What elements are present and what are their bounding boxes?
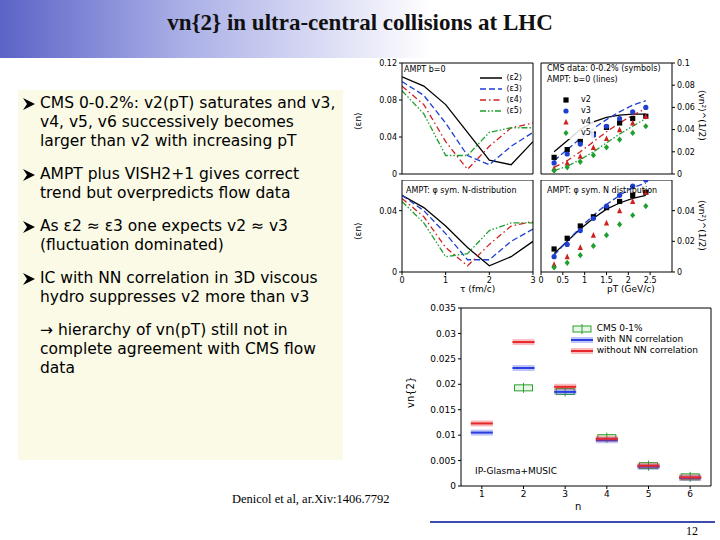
svg-text:0.01: 0.01 (436, 430, 456, 440)
svg-text:0.02: 0.02 (677, 148, 695, 157)
html-text:⟨ε3⟩: ⟨ε3⟩ (506, 84, 522, 93)
html-text:v2: v2 (581, 95, 591, 104)
svg-text:0.1: 0.1 (677, 59, 690, 68)
html-text:12: 12 (686, 524, 698, 538)
svg-text:0.5: 0.5 (556, 276, 569, 285)
svg-text:0.04: 0.04 (379, 133, 397, 142)
html-text:Denicol et al, ar.Xiv:1406.779: Denicol et al, ar.Xiv:1406.7792 (232, 492, 390, 506)
html-text:AMPT b=0: AMPT b=0 (404, 65, 446, 74)
html-text:vn{2}: vn{2} (405, 376, 416, 408)
html-text:AMPT: b=0 (lines): AMPT: b=0 (lines) (547, 75, 618, 84)
html-text:AMPT: φ sym. N-distribution: AMPT: φ sym. N-distribution (406, 186, 517, 195)
html-text:CMS 0-1%: CMS 0-1% (596, 323, 643, 333)
html-text:n: n (575, 501, 582, 512)
html-text:AMPT plus VISH2+1 gives correc: AMPT plus VISH2+1 gives correct trend bu… (40, 165, 300, 202)
html-text:with NN correlation: with NN correlation (596, 334, 684, 344)
svg-text:0.06: 0.06 (677, 103, 695, 112)
svg-text:2: 2 (521, 489, 527, 499)
svg-text:0: 0 (677, 170, 682, 179)
svg-text:1.5: 1.5 (600, 276, 613, 285)
svg-text:0.04: 0.04 (677, 207, 695, 216)
html-text:IC with NN correlation in 3D v: IC with NN correlation in 3D viscous hyd… (40, 269, 318, 306)
svg-text:0: 0 (399, 276, 404, 285)
html-text:pT (GeV/c): pT (GeV/c) (607, 284, 655, 294)
svg-text:0.015: 0.015 (430, 405, 456, 415)
svg-text:0: 0 (538, 276, 543, 285)
svg-text:1: 1 (582, 276, 587, 285)
html-text:As ε2 ≈ ε3 one expects v2 ≈ v3: As ε2 ≈ ε3 one expects v2 ≈ v3 (fluctuat… (40, 217, 288, 254)
svg-text:0.04: 0.04 (677, 125, 695, 134)
svg-text:2: 2 (626, 276, 631, 285)
html-text:⟨vn²⟩^(1/2): ⟨vn²⟩^(1/2) (697, 200, 707, 251)
svg-text:0.12: 0.12 (379, 59, 397, 68)
svg-text:0.08: 0.08 (379, 96, 397, 105)
svg-text:1: 1 (443, 276, 448, 285)
html-text:τ (fm/c): τ (fm/c) (460, 284, 496, 294)
svg-text:0.02: 0.02 (677, 237, 695, 246)
svg-text:6: 6 (687, 489, 693, 499)
html-text:vn{2} in ultra-central collisi: vn{2} in ultra-central collisions at LHC (167, 10, 553, 35)
html-text:⟨εn⟩: ⟨εn⟩ (353, 112, 363, 130)
svg-text:1: 1 (479, 489, 485, 499)
svg-text:0.025: 0.025 (430, 354, 456, 364)
html-text:→ hierarchy of vn(pT) still no: → hierarchy of vn(pT) still not in compl… (40, 321, 316, 377)
svg-text:0: 0 (677, 268, 682, 277)
html-text:v4: v4 (581, 117, 591, 126)
html-text:IP-Glasma+MUSIC: IP-Glasma+MUSIC (475, 466, 557, 476)
html-text:CMS 0-0.2%: v2(pT) saturates a: CMS 0-0.2%: v2(pT) saturates and v3, v4,… (40, 94, 336, 150)
html-text:⟨ε2⟩: ⟨ε2⟩ (506, 73, 522, 82)
svg-text:0: 0 (392, 268, 397, 277)
html-text:⟨εn⟩: ⟨εn⟩ (353, 222, 363, 240)
html-text:without NN correlation: without NN correlation (596, 345, 698, 355)
svg-text:4: 4 (604, 489, 610, 499)
svg-text:0.08: 0.08 (677, 81, 695, 90)
html-text:AMPT: φ sym. N distribution: AMPT: φ sym. N distribution (547, 186, 658, 195)
html-text:⟨vn²⟩^(1/2): ⟨vn²⟩^(1/2) (697, 90, 707, 141)
svg-text:2.5: 2.5 (644, 276, 657, 285)
svg-text:5: 5 (646, 489, 652, 499)
html-text:v5: v5 (581, 128, 591, 137)
svg-text:3: 3 (562, 489, 568, 499)
svg-text:0.03: 0.03 (436, 329, 456, 339)
svg-text:0: 0 (450, 481, 456, 491)
svg-text:0.02: 0.02 (436, 379, 456, 389)
html-text:⟨ε4⟩: ⟨ε4⟩ (506, 95, 522, 104)
svg-text:0.04: 0.04 (379, 207, 397, 216)
svg-text:3: 3 (530, 276, 535, 285)
html-text:v3: v3 (581, 106, 591, 115)
svg-text:2: 2 (487, 276, 492, 285)
html-text:CMS data: 0-0.2% (symbols): CMS data: 0-0.2% (symbols) (547, 64, 661, 73)
svg-text:0.035: 0.035 (430, 303, 456, 313)
svg-text:0.005: 0.005 (430, 456, 456, 466)
svg-text:0: 0 (392, 170, 397, 179)
html-text:⟨ε5⟩: ⟨ε5⟩ (506, 106, 522, 115)
